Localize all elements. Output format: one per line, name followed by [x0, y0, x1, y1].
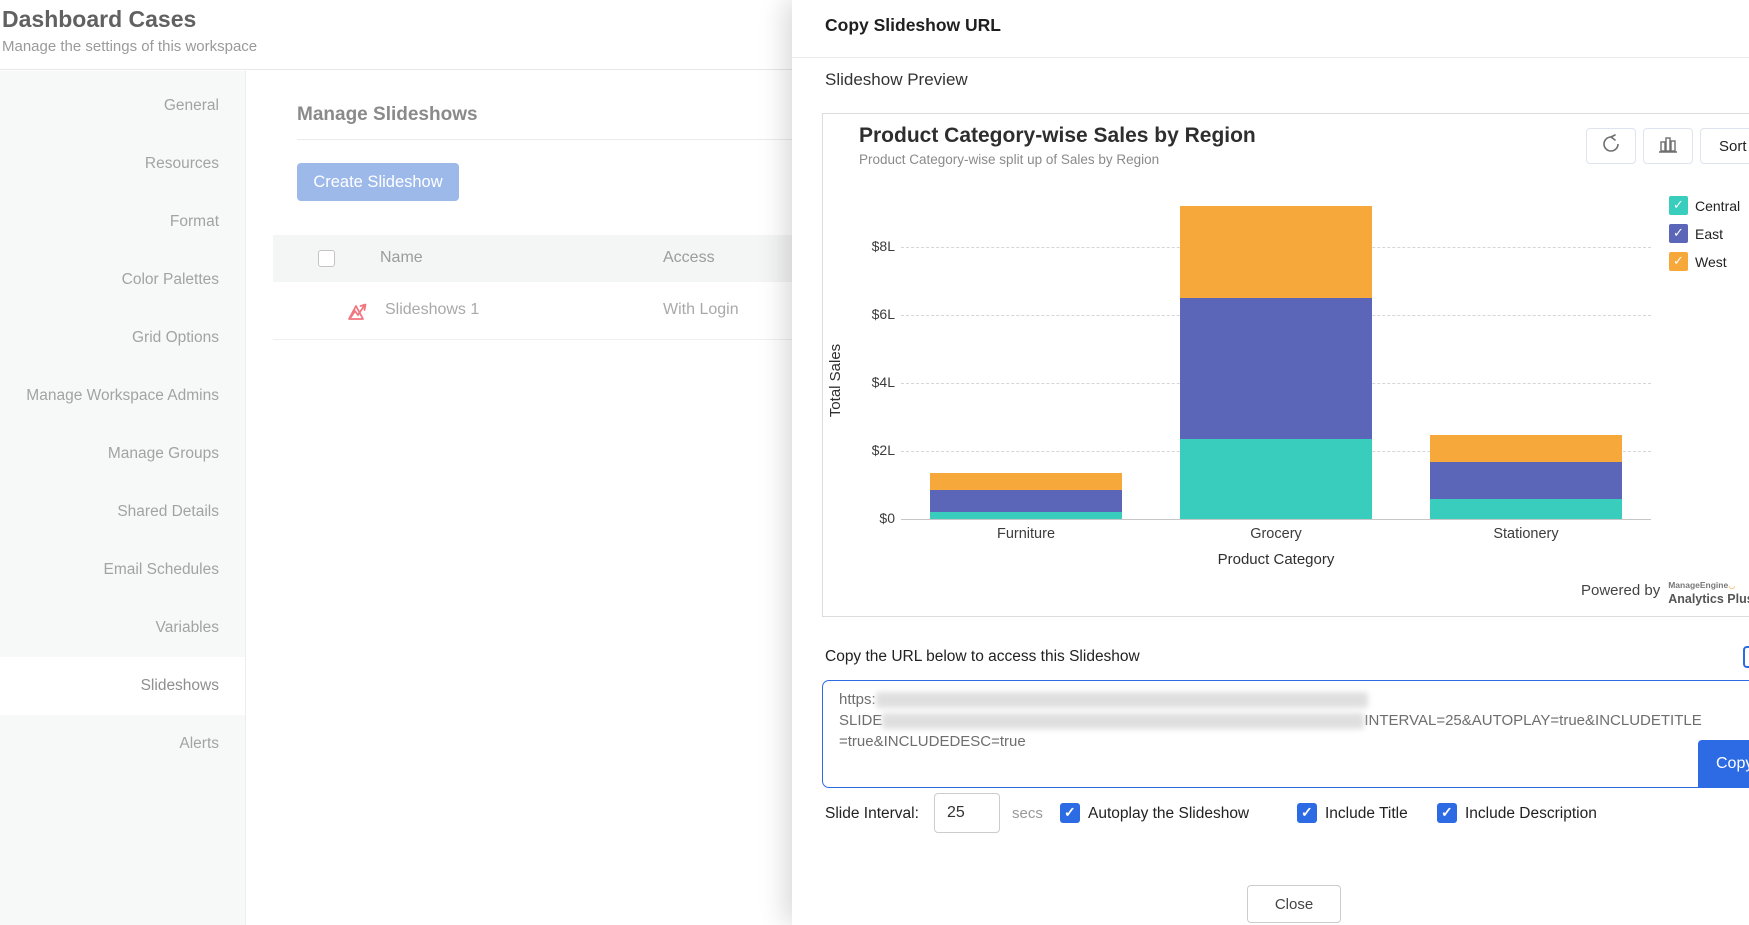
- legend-item-central[interactable]: Central: [1669, 196, 1740, 215]
- legend-item-west[interactable]: West: [1669, 252, 1740, 271]
- sidebar-item-manage-groups[interactable]: Manage Groups: [107, 445, 219, 462]
- sidebar-item-slideshows[interactable]: Slideshows: [0, 657, 245, 715]
- table-row[interactable]: Slideshows 1 With Login: [273, 282, 833, 340]
- legend-checkbox-icon: [1669, 224, 1688, 243]
- bar-grocery-west[interactable]: [1180, 206, 1372, 298]
- chart-subtitle: Product Category-wise split up of Sales …: [859, 152, 1160, 167]
- bar-stationery-central[interactable]: [1430, 499, 1622, 519]
- x-tick-label: Stationery: [1493, 526, 1559, 542]
- sidebar-item-email-schedules[interactable]: Email Schedules: [103, 561, 219, 578]
- redacted-url-part: [882, 713, 1365, 730]
- slideshow-access: With Login: [663, 301, 739, 318]
- autoplay-checkbox[interactable]: [1060, 803, 1080, 823]
- slideshow-name: Slideshows 1: [385, 301, 480, 318]
- refresh-button[interactable]: [1586, 128, 1636, 164]
- slide-interval-label: Slide Interval:: [825, 805, 919, 822]
- bar-chart-icon: [1657, 133, 1679, 160]
- chart-legend: Central East West: [1669, 196, 1740, 280]
- column-header-access: Access: [663, 249, 715, 266]
- legend-checkbox-icon: [1669, 196, 1688, 215]
- create-slideshow-button[interactable]: Create Slideshow: [297, 163, 459, 201]
- sidebar-item-resources[interactable]: Resources: [144, 155, 219, 172]
- legend-item-east[interactable]: East: [1669, 224, 1740, 243]
- table-header: Name Access: [273, 235, 833, 282]
- main-content: Manage Slideshows Create Slideshow Name …: [247, 71, 833, 925]
- slideshow-preview-box: Product Category-wise Sales by Region Pr…: [822, 113, 1749, 617]
- y-tick-label: $4L: [871, 374, 895, 390]
- include-description-label: Include Description: [1465, 805, 1597, 822]
- section-heading: Manage Slideshows: [297, 104, 478, 125]
- page-subtitle: Manage the settings of this workspace: [2, 38, 258, 55]
- y-tick-label: $2L: [871, 442, 895, 458]
- url-section-heading: Copy the URL below to access this Slides…: [825, 648, 1140, 665]
- include-description-checkbox[interactable]: [1437, 803, 1457, 823]
- workspace-header: Dashboard Cases Manage the settings of t…: [0, 0, 792, 70]
- legend-label: West: [1695, 253, 1727, 270]
- analytics-plus-logo: ManageEngine◡ Analytics Plus: [1668, 580, 1749, 606]
- autoplay-label: Autoplay the Slideshow: [1088, 805, 1250, 822]
- bar-grocery-east[interactable]: [1180, 298, 1372, 439]
- bar-furniture-central[interactable]: [930, 512, 1122, 519]
- x-axis-label: Product Category: [1217, 551, 1335, 568]
- sidebar-item-color-palettes[interactable]: Color Palettes: [121, 271, 219, 288]
- redacted-url-part: [875, 692, 1368, 709]
- bar-stationery-east[interactable]: [1430, 462, 1622, 499]
- chart-type-button[interactable]: [1643, 128, 1693, 164]
- sidebar-item-variables[interactable]: Variables: [155, 619, 219, 636]
- preview-heading: Slideshow Preview: [825, 70, 968, 89]
- powered-by: Powered by ManageEngine◡ Analytics Plus: [1581, 576, 1749, 606]
- slideshow-chart-icon: [345, 298, 372, 329]
- y-tick-label: $8L: [871, 238, 895, 254]
- x-axis-line: [901, 519, 1651, 520]
- heading-divider: [297, 139, 797, 140]
- powered-by-text: Powered by: [1581, 582, 1661, 600]
- x-tick-label: Furniture: [996, 526, 1056, 542]
- modal-title: Copy Slideshow URL: [825, 15, 1001, 35]
- slide-interval-unit: secs: [1012, 805, 1043, 822]
- x-tick-label: Grocery: [1250, 526, 1302, 542]
- include-title-label: Include Title: [1325, 805, 1408, 822]
- sidebar-item-grid-options[interactable]: Grid Options: [131, 329, 219, 346]
- chart-title: Product Category-wise Sales by Region: [859, 124, 1256, 147]
- sidebar-item-alerts[interactable]: Alerts: [179, 735, 219, 752]
- copy-slideshow-url-modal: Copy Slideshow URL Slideshow Preview Pro…: [792, 0, 1749, 925]
- settings-sidebar: General Resources Format Color Palettes Grid…: [0, 71, 246, 925]
- legend-label: East: [1695, 225, 1724, 242]
- modal-divider: [792, 57, 1749, 58]
- sidebar-item-manage-workspace-admins[interactable]: Manage Workspace Admins: [26, 387, 219, 404]
- column-header-name: Name: [380, 249, 423, 266]
- open-in-new-icon[interactable]: [1743, 646, 1749, 668]
- sidebar-item-general[interactable]: General: [163, 97, 219, 114]
- bar-furniture-west[interactable]: [930, 473, 1122, 490]
- legend-checkbox-icon: [1669, 252, 1688, 271]
- slideshow-url-box[interactable]: https: SLIDE INTERVAL=25&AUTOPLAY=true&IN…: [822, 680, 1749, 788]
- slideshow-url-text: https: SLIDE INTERVAL=25&AUTOPLAY=true&IN…: [839, 691, 1702, 750]
- slide-interval-input[interactable]: [934, 793, 1000, 833]
- sort-button[interactable]: Sort: [1700, 128, 1749, 164]
- bar-stationery-west[interactable]: [1430, 435, 1622, 462]
- bar-grocery-central[interactable]: [1180, 439, 1372, 519]
- bar-furniture-east[interactable]: [930, 490, 1122, 512]
- page-title: Dashboard Cases: [2, 6, 197, 32]
- slideshows-table: Name Access Slideshows 1 With Login: [273, 235, 833, 340]
- legend-label: Central: [1695, 197, 1741, 214]
- copy-url-button[interactable]: Copy: [1698, 740, 1749, 787]
- select-all-checkbox[interactable]: [318, 250, 335, 267]
- sidebar-item-format[interactable]: Format: [169, 213, 219, 230]
- y-tick-label: $0: [879, 510, 895, 526]
- y-tick-label: $6L: [871, 306, 895, 322]
- close-button[interactable]: Close: [1247, 885, 1341, 923]
- refresh-icon: [1600, 133, 1622, 160]
- include-title-checkbox[interactable]: [1297, 803, 1317, 823]
- sidebar-item-shared-details[interactable]: Shared Details: [117, 503, 219, 520]
